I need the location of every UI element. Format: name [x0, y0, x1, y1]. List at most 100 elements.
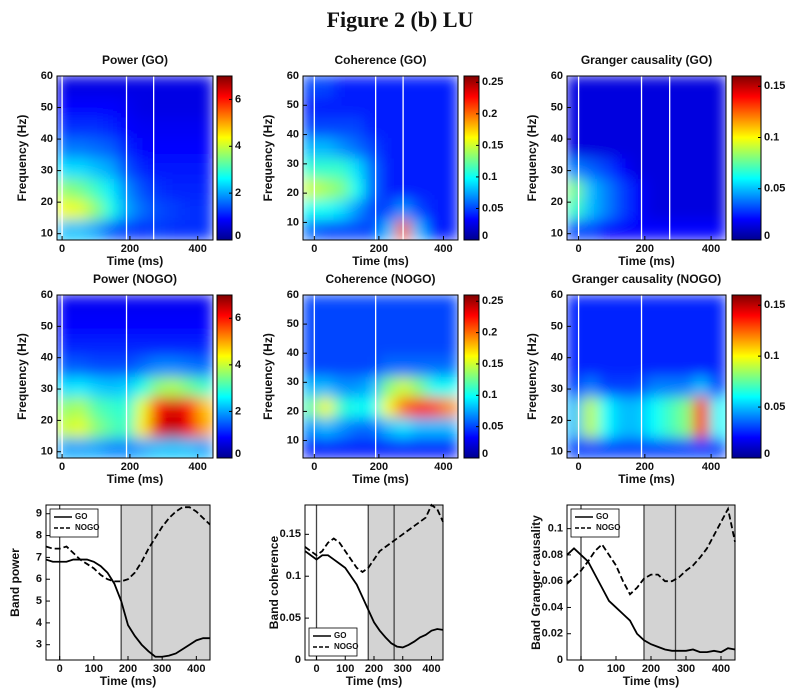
heatmap-cell — [646, 96, 663, 118]
heatmap-cell — [150, 396, 167, 418]
heatmap-cell — [646, 396, 663, 418]
heatmap-cell — [87, 178, 105, 200]
heatmap-cell — [442, 157, 458, 179]
heatmap-cell — [333, 219, 350, 240]
heatmap-cell — [150, 416, 167, 439]
heatmap-cell — [661, 96, 679, 118]
heatmap-cell — [349, 335, 366, 357]
colorbar-tick-label: 0.1 — [482, 171, 497, 183]
heatmap-cell — [349, 178, 366, 200]
plot-title: Power (GO) — [102, 53, 168, 67]
heatmap-cell — [72, 157, 89, 179]
x-axis-label: Time (ms) — [346, 674, 402, 688]
heatmap-cell — [72, 355, 89, 377]
heatmap-cell — [303, 396, 319, 418]
heatmap-cell — [134, 116, 152, 138]
heatmap-cell — [103, 314, 120, 337]
heatmap-cell — [677, 396, 695, 418]
y-tick-label: 60 — [551, 289, 563, 301]
heatmap-cell — [630, 416, 647, 439]
heatmap-cell — [333, 314, 350, 337]
heatmap-cell — [661, 314, 679, 337]
heatmap-cell — [693, 219, 711, 240]
shaded-region — [644, 505, 735, 660]
heatmap-cell — [196, 396, 213, 418]
x-tick-label: 400 — [189, 243, 207, 255]
heatmap-cell — [303, 314, 319, 337]
heatmap-cell — [364, 96, 381, 118]
heatmap-cell — [442, 198, 458, 220]
y-tick-label: 40 — [287, 128, 299, 140]
heatmap-cell — [630, 335, 647, 357]
heatmap-cell — [442, 437, 458, 458]
heatmap-cell — [318, 96, 335, 118]
heatmap-cell — [582, 314, 600, 337]
heatmap-cell — [442, 219, 458, 240]
heatmap-cell — [693, 116, 711, 138]
heatmap-cell — [103, 295, 120, 316]
heatmap-cell — [582, 437, 600, 458]
heatmap-cell — [364, 157, 381, 179]
legend: GO NOGO — [308, 627, 358, 657]
heatmap-cell — [380, 96, 397, 118]
heatmap-cell — [598, 137, 616, 159]
heatmap-cell — [134, 416, 152, 439]
colorbar-tick-label: 0.2 — [482, 108, 497, 120]
heatmap-cell — [411, 355, 428, 377]
x-axis-label: Time (ms) — [352, 254, 408, 268]
heatmap-cell — [333, 355, 350, 377]
y-tick-label: 50 — [41, 101, 53, 113]
heatmap-cell — [614, 137, 632, 159]
heatmap-cell — [661, 219, 679, 240]
heatmap-cell — [87, 219, 105, 240]
heatmap-cell — [364, 198, 381, 220]
heatmap-cell — [318, 314, 335, 337]
heatmap-cell — [426, 396, 443, 418]
heatmap-cell — [318, 396, 335, 418]
heatmap-cell — [57, 335, 74, 357]
heatmap-cell — [181, 137, 198, 159]
line-panel: 0 100 200 300 400 0 0.05 0.1 0.15 Time (ms) Band c… — [267, 503, 444, 688]
heatmap-cell — [598, 416, 616, 439]
heatmap-cell — [411, 178, 428, 200]
heatmap-cell — [442, 396, 458, 418]
plot-title: Coherence (NOGO) — [325, 272, 435, 286]
heatmap-cell — [380, 376, 397, 398]
heatmap-cell — [134, 137, 152, 159]
y-tick-label: 10 — [41, 446, 53, 458]
heatmap-cell — [196, 219, 213, 240]
colorbar — [463, 294, 480, 459]
heatmap-cell — [567, 295, 584, 316]
colorbar-tick-label: 0 — [764, 448, 770, 460]
heatmap-cell — [598, 437, 616, 458]
heatmap-cell — [181, 314, 198, 337]
series-line — [304, 550, 444, 649]
heatmap-cell — [709, 157, 726, 179]
heatmap-cell — [426, 198, 443, 220]
heatmap-image — [57, 76, 213, 240]
heatmap-cell — [693, 137, 711, 159]
y-tick-label: 10 — [41, 228, 53, 240]
y-axis-label: Band coherence — [267, 535, 281, 629]
heatmap-cell — [709, 76, 726, 97]
heatmap-cell — [582, 219, 600, 240]
heatmap-cell — [709, 416, 726, 439]
legend: GO NOGO — [570, 508, 620, 538]
heatmap-cell — [134, 96, 152, 118]
heatmap-cell — [426, 76, 443, 97]
heatmap-cell — [630, 96, 647, 118]
y-axis-label: Frequency (Hz) — [261, 333, 275, 420]
heatmap-cell — [333, 137, 350, 159]
heatmap-cell — [630, 355, 647, 377]
y-tick-label: 20 — [41, 196, 53, 208]
y-tick-label: 10 — [287, 434, 299, 446]
heatmap-cell — [693, 376, 711, 398]
heatmap-cell — [318, 157, 335, 179]
heatmap-cell — [118, 376, 136, 398]
heatmap-cell — [411, 295, 428, 316]
heatmap-cell — [196, 178, 213, 200]
heatmap-cell — [598, 198, 616, 220]
y-axis-label: Frequency (Hz) — [525, 115, 539, 202]
